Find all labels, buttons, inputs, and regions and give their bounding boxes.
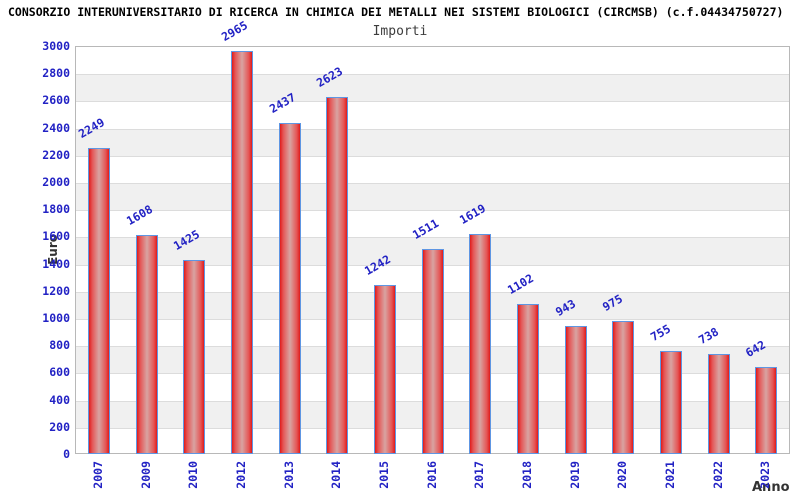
plot-band <box>76 47 789 74</box>
plot-band <box>76 183 789 211</box>
x-tick-label: 2019 <box>567 461 582 489</box>
x-tick-label: 2017 <box>472 461 487 489</box>
bar <box>373 285 396 454</box>
bar <box>230 50 253 454</box>
y-tick-label: 200 <box>49 419 70 434</box>
x-tick-label: 2015 <box>376 461 391 489</box>
bar <box>278 122 301 454</box>
x-tick-label: 2013 <box>281 461 296 489</box>
x-tick-label: 2010 <box>186 461 201 489</box>
gridline <box>76 210 789 212</box>
bar <box>87 148 110 454</box>
plot-band <box>76 156 789 183</box>
gridline <box>76 128 789 130</box>
y-tick-label: 400 <box>49 392 70 407</box>
x-tick-label: 2014 <box>329 461 344 489</box>
bar <box>612 321 635 454</box>
y-tick-label: 2800 <box>42 66 70 81</box>
chart-title: CONSORZIO INTERUNIVERSITARIO DI RICERCA … <box>8 5 784 19</box>
bar-value-label: 2965 <box>218 17 250 44</box>
bar <box>659 351 682 454</box>
y-tick-label: 3000 <box>42 39 70 53</box>
y-tick-label: 2200 <box>42 147 70 162</box>
y-tick-label: 600 <box>49 365 70 380</box>
bar <box>135 235 158 454</box>
x-tick-label: 2020 <box>615 461 630 489</box>
bar <box>469 233 492 454</box>
x-tick-label: 2018 <box>519 461 534 489</box>
gridline <box>76 183 789 184</box>
x-tick-label: 2012 <box>233 461 248 489</box>
y-tick-label: 1400 <box>42 256 70 271</box>
bar <box>421 248 444 454</box>
y-tick-label: 2400 <box>42 120 70 135</box>
bar <box>755 366 778 454</box>
x-tick-label: 2007 <box>90 461 105 489</box>
chart-subtitle: Importi <box>372 24 428 39</box>
x-tick-label: 2023 <box>758 461 773 489</box>
y-tick-label: 1600 <box>42 229 70 244</box>
y-tick-label: 2600 <box>42 93 70 108</box>
x-tick-label: 2016 <box>424 461 439 489</box>
gridline <box>76 237 789 239</box>
bar <box>564 325 587 454</box>
x-tick-label: 2009 <box>138 461 153 489</box>
x-tick-label: 2022 <box>710 461 725 489</box>
y-tick-label: 2000 <box>42 175 70 189</box>
plot-band <box>76 128 789 156</box>
x-tick-label: 2021 <box>662 461 677 489</box>
bar <box>707 353 730 454</box>
bar <box>326 97 349 454</box>
y-tick-label: 1000 <box>42 311 70 325</box>
gridline <box>76 101 789 103</box>
y-tick-label: 800 <box>49 338 70 353</box>
y-tick-label: 1200 <box>42 283 70 298</box>
bar <box>183 260 206 454</box>
y-tick-label: 1800 <box>42 202 70 217</box>
gridline <box>76 155 789 157</box>
plot-band <box>76 74 789 102</box>
gridline <box>76 74 789 76</box>
y-tick-label: 0 <box>63 447 70 461</box>
plot-band <box>76 101 789 128</box>
bar <box>516 304 539 454</box>
x-axis-title: Anno <box>752 480 790 495</box>
